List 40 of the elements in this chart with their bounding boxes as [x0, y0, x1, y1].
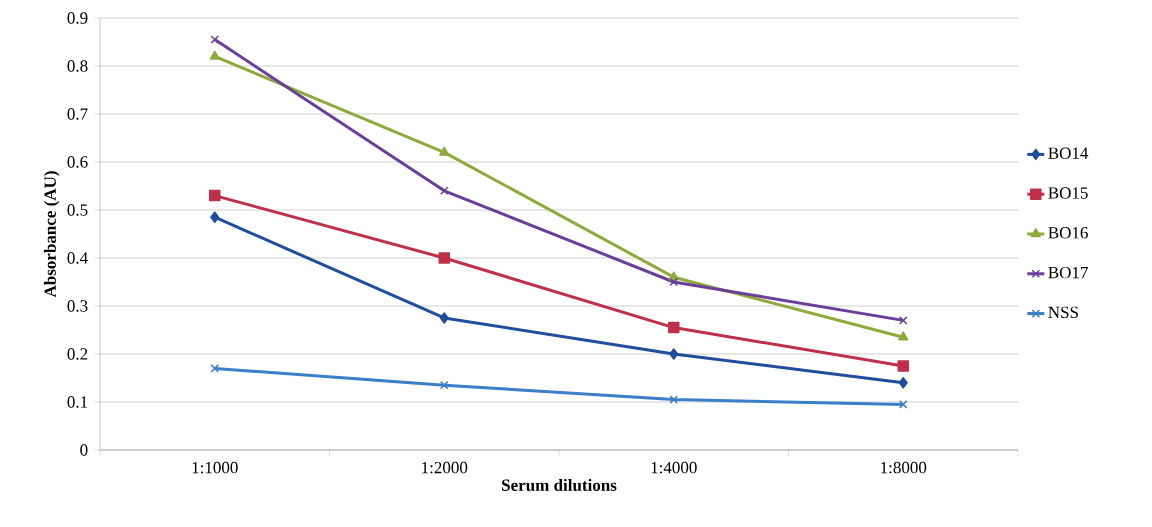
point [210, 364, 220, 373]
legend-label: BO16 [1048, 227, 1088, 239]
point [209, 189, 221, 202]
x-tick-label: 1:8000 [881, 461, 927, 474]
point [897, 360, 910, 372]
x-tick-label: 1:1000 [192, 461, 238, 474]
point [439, 146, 450, 156]
y-tick-label: 0.4 [67, 252, 88, 264]
point [210, 211, 220, 223]
point [209, 50, 220, 60]
legend-label: NSS [1048, 306, 1078, 319]
point [898, 377, 908, 389]
x-axis-title: Serum dilutions [502, 478, 617, 491]
y-tick-label: 0.5 [67, 204, 88, 216]
x-tick-label: 1:2000 [422, 461, 468, 474]
y-axis-title: Absorbance (AU) [43, 171, 60, 298]
point [898, 400, 908, 409]
point [439, 186, 449, 196]
point [439, 380, 449, 390]
point [898, 331, 909, 341]
point [668, 321, 680, 334]
legend-label: BO17 [1048, 266, 1088, 279]
point [669, 277, 679, 287]
y-tick-label: 0.1 [67, 396, 88, 408]
point [669, 395, 679, 404]
y-tick-label: 0.9 [67, 12, 88, 24]
point [669, 348, 679, 360]
point [210, 35, 220, 44]
y-tick-label: 0.6 [67, 156, 88, 168]
y-tick-label: 0.7 [67, 108, 88, 120]
x-tick-label: 1:4000 [651, 461, 697, 474]
y-tick-label: 0.2 [67, 348, 88, 360]
legend-label: BO14 [1048, 147, 1089, 159]
point [439, 312, 449, 324]
y-tick-label: 0.8 [67, 60, 88, 72]
y-tick-label: 0 [80, 444, 88, 456]
legend-label: BO15 [1048, 187, 1088, 199]
point [438, 252, 451, 264]
y-tick-label: 0.3 [67, 300, 88, 312]
point [898, 316, 908, 325]
